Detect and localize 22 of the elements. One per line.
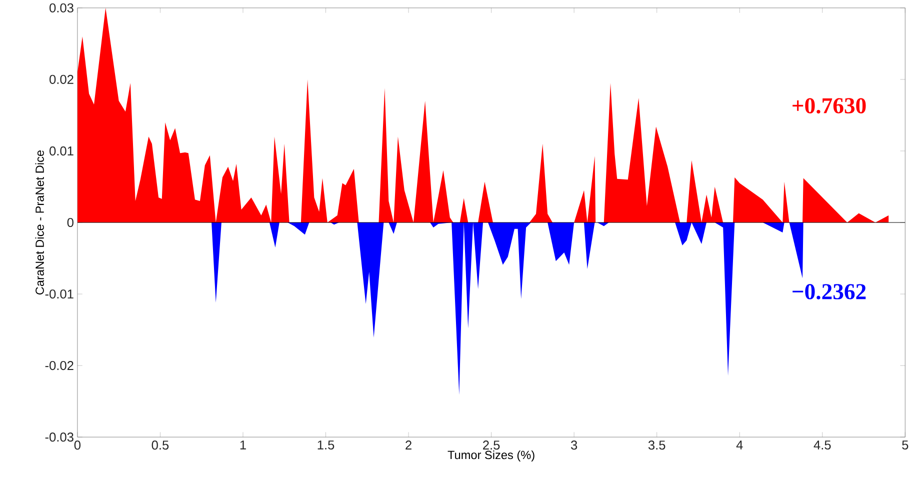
- x-tick-label: 5: [902, 440, 908, 450]
- x-tick-label: 2: [406, 440, 412, 450]
- y-tick-label: -0.01: [45, 289, 74, 298]
- y-tick-label: 0.01: [50, 146, 74, 156]
- x-tick-label: 3: [571, 440, 578, 450]
- annotation: +0.7630: [792, 98, 866, 114]
- x-tick-label: 1.5: [318, 440, 334, 450]
- x-tick-label: 4.5: [814, 440, 831, 450]
- x-tick-label: 4: [736, 440, 743, 450]
- y-tick-label: 0.03: [50, 3, 74, 12]
- x-tick-label: 2.5: [483, 440, 500, 450]
- y-tick-label: -0.02: [45, 360, 74, 370]
- x-tick-label: 0: [74, 440, 81, 450]
- x-tick-label: 1: [240, 440, 246, 450]
- x-tick-label: 3.5: [648, 440, 666, 450]
- y-tick-label: 0: [67, 218, 74, 227]
- y-tick-label: 0.02: [50, 74, 74, 84]
- x-tick-label: 0.5: [152, 440, 169, 450]
- y-tick-label: -0.03: [45, 432, 74, 442]
- y-axis-title: CaraNet Dice - PraNet Dice: [35, 150, 44, 294]
- x-axis-title: Tumor Sizes (%): [448, 450, 534, 462]
- annotation: −0.2362: [792, 284, 866, 300]
